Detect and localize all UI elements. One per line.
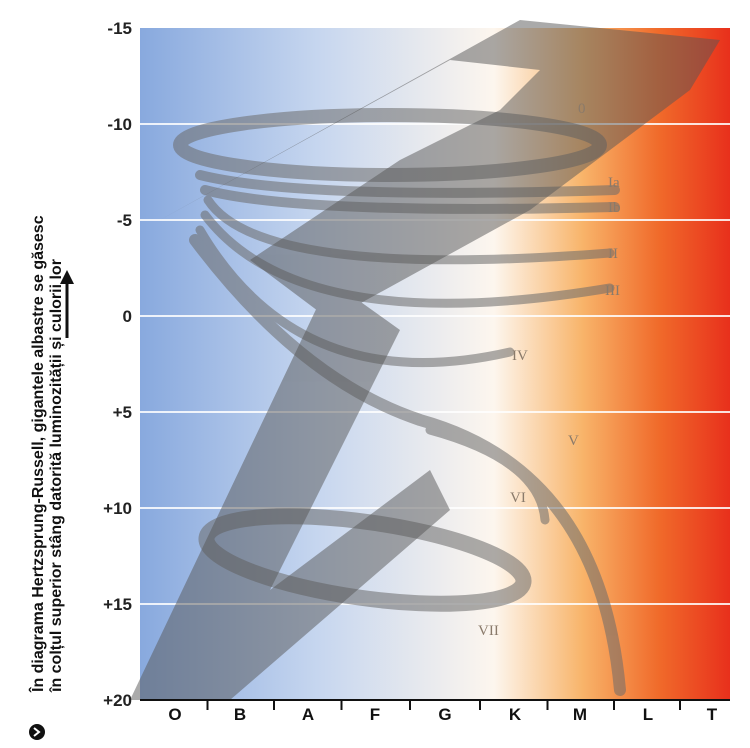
watermark — [130, 20, 720, 700]
spectral-class: O — [168, 705, 181, 724]
bullet-chevron — [33, 727, 41, 737]
caption-line: în colțul superior stâng datorită lumino… — [48, 259, 65, 693]
caption: În diagrama Hertzsprung-Russell, gigante… — [28, 215, 65, 693]
spectral-class: K — [509, 705, 522, 724]
y-tick-label: -10 — [107, 115, 132, 134]
luminosity-class: Ib — [608, 200, 621, 216]
x-axis-bar — [140, 700, 730, 724]
y-tick-label: +5 — [113, 403, 132, 422]
spectral-class: L — [643, 705, 653, 724]
y-tick-label: +10 — [103, 499, 132, 518]
spectral-class: T — [707, 705, 718, 724]
y-axis: -15 -10 -5 0 +5 +10 +15 +20 — [103, 19, 132, 710]
spectral-class: F — [370, 705, 380, 724]
y-tick-label: +15 — [103, 595, 132, 614]
luminosity-class: VII — [478, 623, 499, 639]
y-tick-label: 0 — [123, 307, 132, 326]
spectral-class: A — [302, 705, 314, 724]
arrow-head — [60, 270, 74, 284]
luminosity-class: IV — [512, 348, 528, 364]
spectral-class: B — [234, 705, 246, 724]
luminosity-class: 0 — [578, 101, 586, 117]
y-tick-label: -15 — [107, 19, 132, 38]
luminosity-class: II — [608, 246, 618, 262]
spectral-class: M — [573, 705, 587, 724]
luminosity-class: Ia — [608, 175, 620, 191]
caption-line: În diagrama Hertzsprung-Russell, gigante… — [28, 215, 47, 693]
y-tick-label: +20 — [103, 691, 132, 710]
bullet — [29, 724, 45, 740]
spectral-class: G — [438, 705, 451, 724]
luminosity-class: VI — [510, 490, 526, 506]
luminosity-class: III — [605, 283, 620, 299]
y-tick-label: -5 — [117, 211, 132, 230]
luminosity-class: V — [568, 433, 579, 449]
